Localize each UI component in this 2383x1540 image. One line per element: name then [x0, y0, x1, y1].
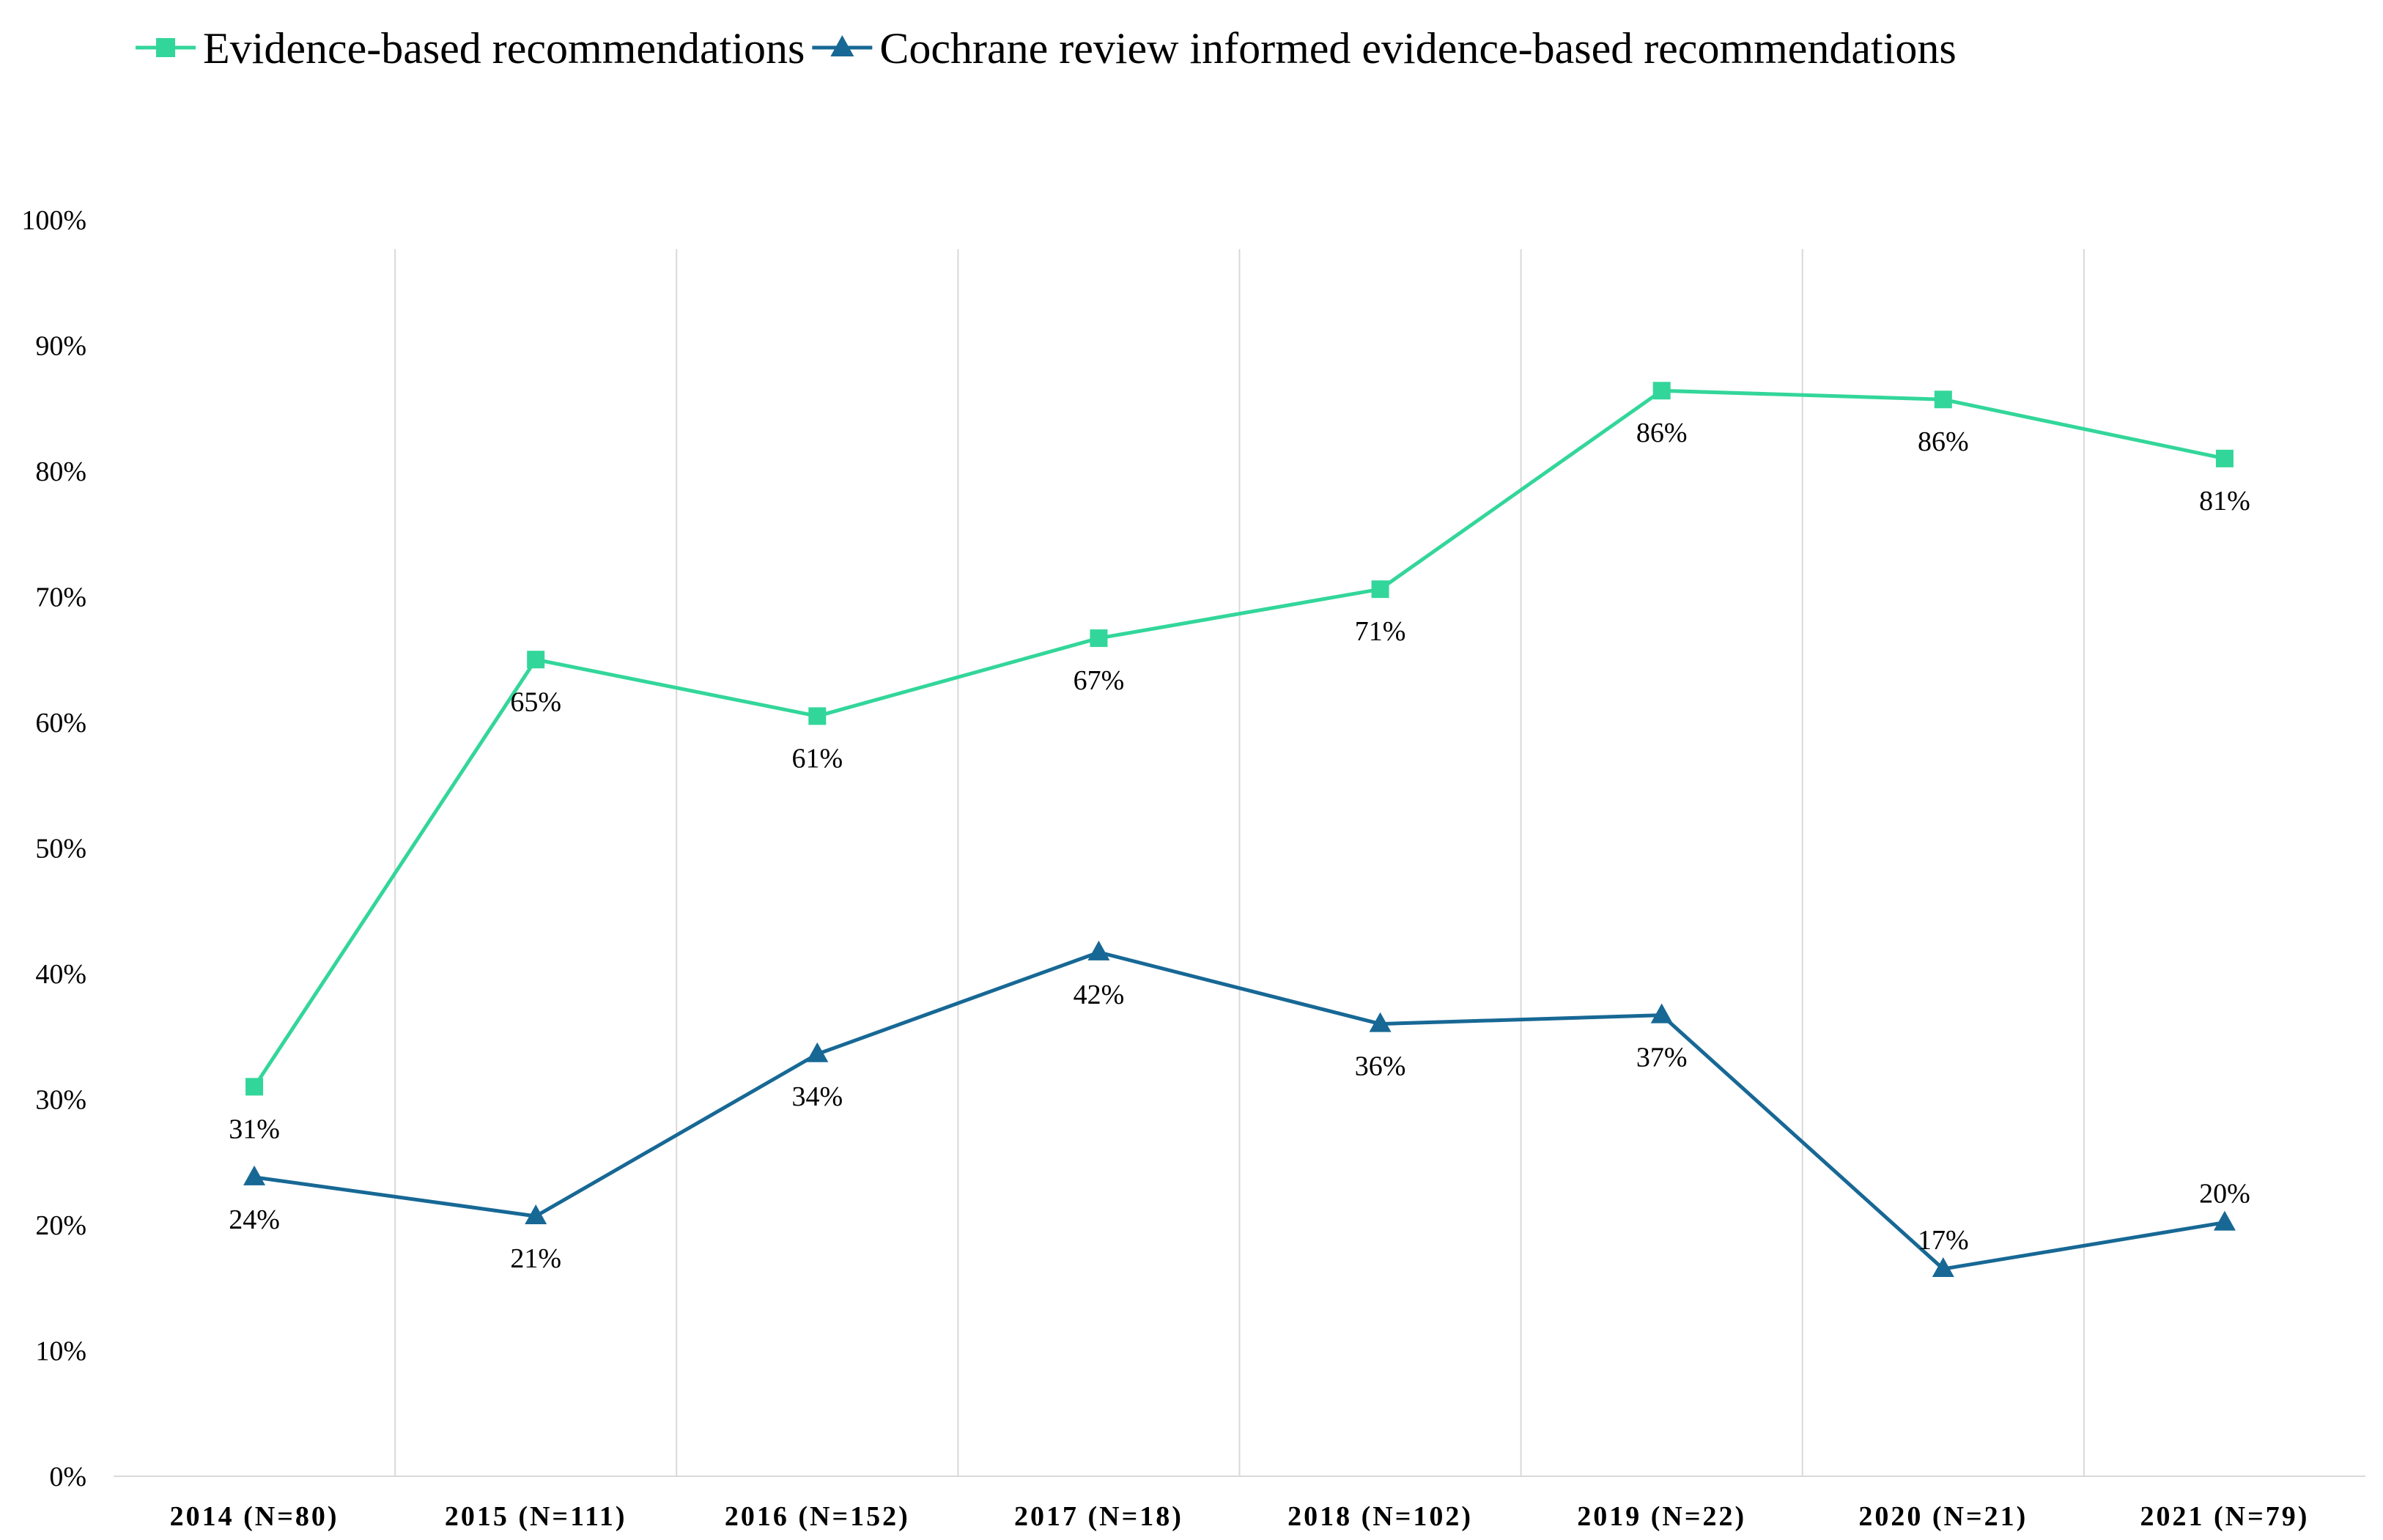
series: [243, 382, 2236, 1278]
y-tick-label: 30%: [35, 1085, 86, 1116]
x-tick-label: 2021 (N=79): [2140, 1501, 2309, 1532]
y-tick-label: 50%: [35, 834, 86, 865]
legend-square-marker: [156, 38, 175, 57]
y-tick-label: 80%: [35, 456, 86, 487]
x-tick-label: 2018 (N=102): [1287, 1501, 1473, 1532]
legend-label: Cochrane review informed evidence-based …: [879, 24, 1956, 73]
y-tick-label: 20%: [35, 1210, 86, 1241]
legend: Evidence-based recommendations Cochrane r…: [136, 24, 1957, 73]
data-label: 24%: [229, 1204, 280, 1235]
data-point-marker: [525, 1204, 547, 1224]
gridlines: [394, 249, 2085, 1476]
legend-triangle-marker: [830, 35, 854, 56]
data-label: 20%: [2199, 1179, 2250, 1210]
data-label: 61%: [791, 743, 843, 774]
y-tick-label: 60%: [35, 708, 86, 738]
x-tick-label: 2017 (N=18): [1014, 1501, 1183, 1532]
data-point-marker: [2215, 449, 2234, 467]
data-point-marker: [1932, 1257, 1954, 1278]
data-point-marker: [1934, 390, 1952, 409]
y-tick-label: 70%: [35, 582, 86, 613]
legend-entry-1: Evidence-based recommendations: [136, 24, 805, 73]
data-label: 21%: [510, 1243, 561, 1274]
data-label: 42%: [1074, 980, 1125, 1010]
y-tick-label: 90%: [35, 331, 86, 362]
axes: 0% 10% 20% 30% 40% 50% 60% 70% 80% 90% 100% 2014 (N…: [21, 205, 2365, 1532]
legend-entry-2: Cochrane review informed evidence-based …: [812, 24, 1957, 73]
data-label: 86%: [1918, 426, 1969, 457]
data-label: 17%: [1918, 1225, 1969, 1256]
series-line-1: [252, 388, 2225, 1088]
data-label: 37%: [1636, 1043, 1688, 1073]
data-point-marker: [2213, 1210, 2236, 1231]
data-label: 31%: [229, 1114, 280, 1144]
data-label: 65%: [510, 686, 561, 717]
x-tick-label: 2014 (N=80): [170, 1501, 339, 1532]
data-point-marker: [243, 1165, 266, 1185]
data-point-marker: [1650, 1003, 1673, 1023]
data-label: 81%: [2199, 486, 2250, 517]
data-label: 34%: [791, 1081, 843, 1112]
data-point-marker: [1369, 1012, 1392, 1032]
data-labels: 31% 65% 61% 67% 71% 86% 86% 81% 24% 21% 34% 42% 36% 3…: [229, 418, 2250, 1274]
y-tick-label: 40%: [35, 959, 86, 990]
legend-label: Evidence-based recommendations: [203, 24, 805, 73]
x-tick-label: 2019 (N=22): [1577, 1501, 1746, 1532]
data-point-marker: [808, 707, 827, 725]
y-tick-label: 100%: [21, 205, 86, 236]
data-point-marker: [806, 1042, 829, 1062]
x-tick-label: 2016 (N=152): [725, 1501, 910, 1532]
y-tick-label: 10%: [35, 1336, 86, 1367]
data-point-marker: [1087, 940, 1110, 960]
x-tick-label: 2015 (N=111): [445, 1501, 627, 1532]
data-label: 71%: [1355, 616, 1406, 647]
data-label: 67%: [1074, 665, 1125, 696]
data-point-marker: [527, 651, 545, 669]
series-line-2: [254, 950, 2225, 1271]
data-point-marker: [1090, 629, 1108, 648]
data-point-marker: [1652, 382, 1671, 400]
data-point-marker: [1371, 580, 1389, 599]
data-point-marker: [245, 1078, 264, 1096]
data-label: 36%: [1355, 1051, 1406, 1082]
x-tick-label: 2020 (N=21): [1858, 1501, 2028, 1532]
data-label: 86%: [1636, 418, 1688, 448]
y-tick-label: 0%: [49, 1462, 86, 1492]
